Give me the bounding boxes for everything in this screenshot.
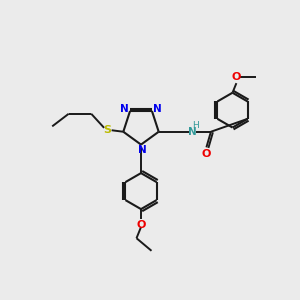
Text: N: N: [120, 104, 129, 115]
Text: N: N: [138, 145, 147, 155]
Text: N: N: [188, 127, 197, 137]
Text: S: S: [104, 125, 112, 135]
Text: O: O: [202, 149, 211, 159]
Text: O: O: [232, 71, 241, 82]
Text: O: O: [136, 220, 146, 230]
Text: H: H: [192, 121, 199, 130]
Text: N: N: [153, 104, 162, 115]
